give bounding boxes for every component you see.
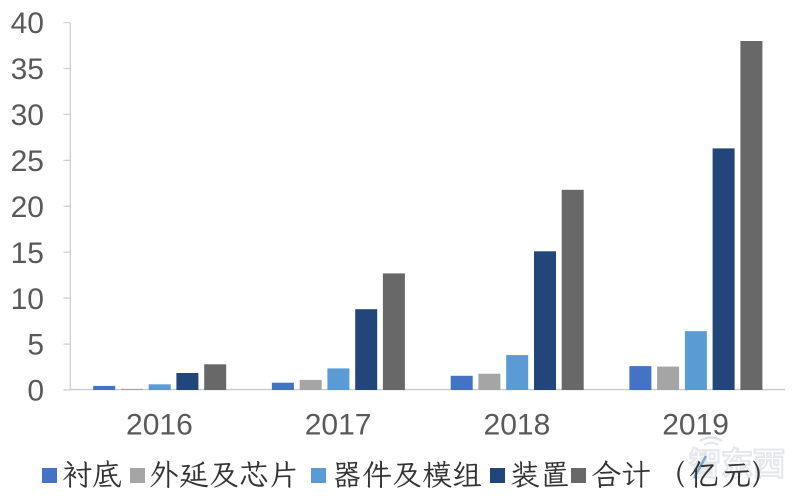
svg-text:2017: 2017 — [305, 409, 372, 442]
svg-text:25: 25 — [11, 145, 44, 178]
svg-text:15: 15 — [11, 237, 44, 270]
svg-text:2016: 2016 — [126, 409, 193, 442]
svg-text:0: 0 — [27, 375, 44, 408]
svg-text:35: 35 — [11, 53, 44, 86]
svg-text:40: 40 — [11, 7, 44, 40]
svg-text:20: 20 — [11, 191, 44, 224]
svg-text:2019: 2019 — [662, 409, 729, 442]
svg-text:30: 30 — [11, 99, 44, 132]
svg-text:2018: 2018 — [484, 409, 551, 442]
svg-text:10: 10 — [11, 283, 44, 316]
svg-text:5: 5 — [27, 329, 44, 362]
